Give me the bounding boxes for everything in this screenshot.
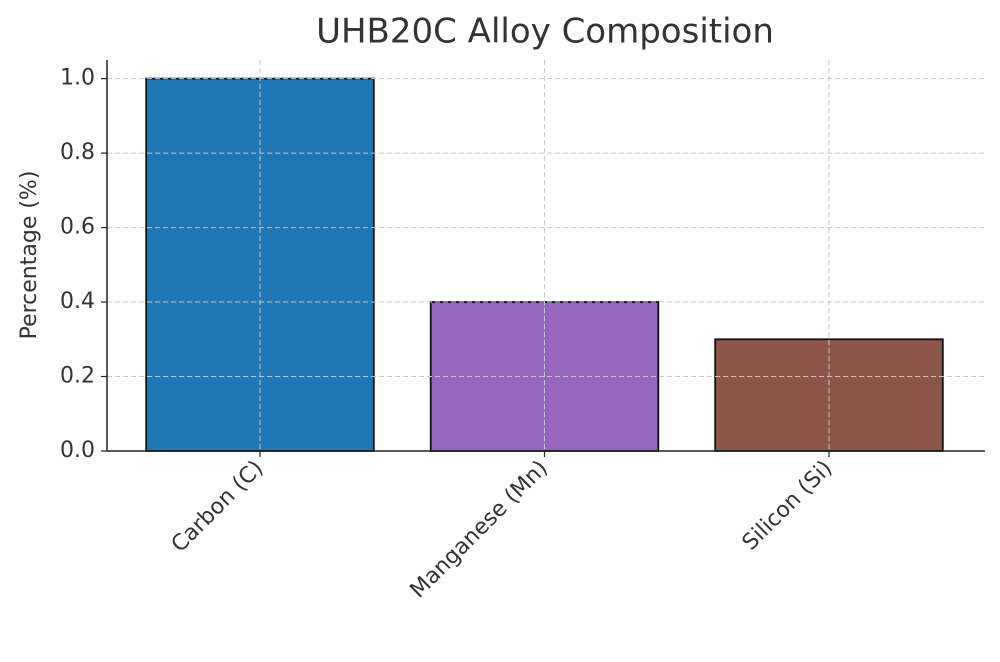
y-tick-label: 0.6 [60, 215, 95, 240]
y-tick-label: 0.8 [60, 140, 95, 165]
axes [106, 60, 985, 452]
y-tick-label: 0.0 [60, 438, 95, 463]
y-tick-label: 0.4 [60, 289, 95, 314]
x-tick-label: Silicon (Si) [738, 456, 838, 556]
chart-title: UHB20C Alloy Composition [316, 12, 774, 52]
x-tick-label: Manganese (Mn) [406, 456, 553, 603]
x-tick-label: Carbon (C) [167, 456, 269, 558]
y-tick-label: 0.2 [60, 364, 95, 389]
y-axis-label: Percentage (%) [17, 171, 42, 340]
y-tick-label: 1.0 [60, 66, 95, 91]
